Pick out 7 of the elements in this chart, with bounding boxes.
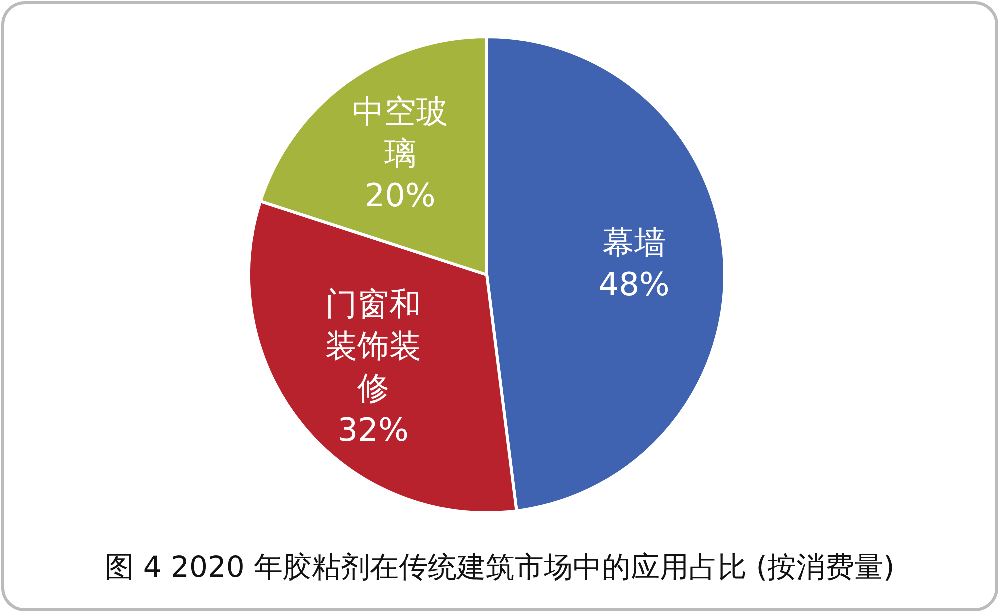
text: 图 4 2020 年胶粘剂在传统建筑市场中的应用占比 (按消费量) <box>105 550 895 584</box>
slice-label: 门窗和装饰装修 <box>325 284 422 407</box>
slice-label: 中空玻璃 <box>352 92 448 172</box>
slice-label: 幕墙 <box>602 223 666 262</box>
data-label: 20% <box>364 176 436 214</box>
data-label: 32% <box>338 410 409 449</box>
data-label: 48% <box>598 265 670 304</box>
